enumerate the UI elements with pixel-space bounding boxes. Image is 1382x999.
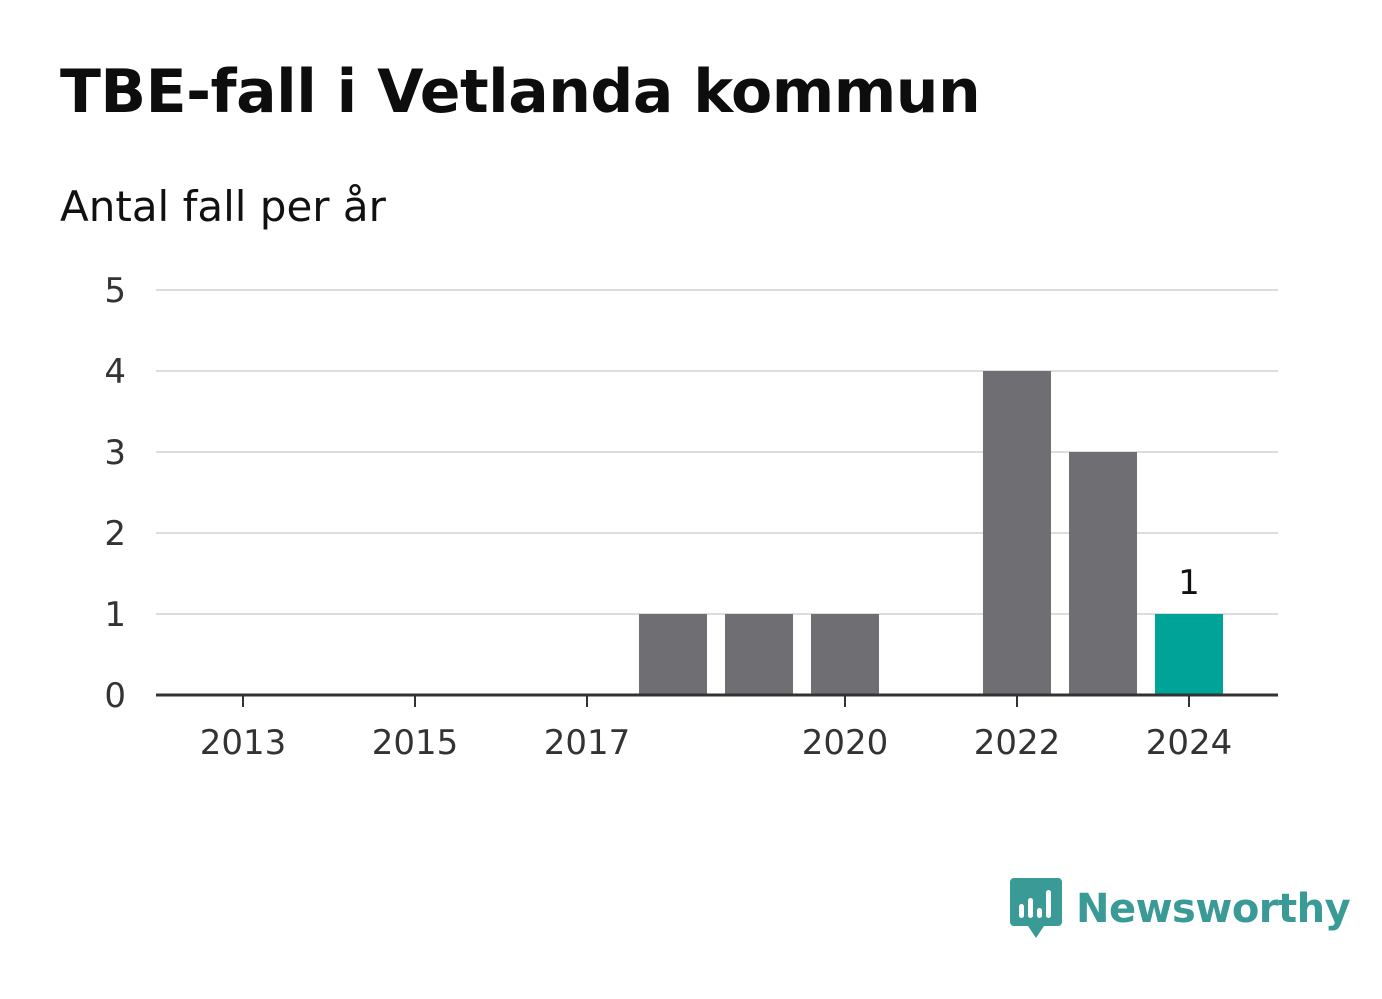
- x-tick-label-2015: 2015: [372, 723, 459, 763]
- data-labels: 1: [1178, 563, 1200, 603]
- newsworthy-logo-text: Newsworthy: [1076, 886, 1351, 932]
- bars: [639, 371, 1223, 695]
- chart-title: TBE-fall i Vetlanda kommun: [60, 57, 981, 127]
- bar-chart: 0 1 2 3 4 5 2013 2015 2017 2020 2022 2024 1: [104, 271, 1278, 763]
- y-tick-label-4: 4: [104, 352, 126, 392]
- bar-2018: [639, 614, 707, 695]
- y-tick-label-3: 3: [104, 433, 126, 473]
- y-axis-tick-labels: 0 1 2 3 4 5: [104, 271, 126, 716]
- x-tick-label-2022: 2022: [974, 723, 1061, 763]
- x-axis-tick-labels: 2013 2015 2017 2020 2022 2024: [200, 723, 1233, 763]
- x-tick-label-2024: 2024: [1146, 723, 1233, 763]
- y-tick-label-2: 2: [104, 514, 126, 554]
- bar-2023: [1069, 452, 1137, 695]
- bar-2022: [983, 371, 1051, 695]
- newsworthy-logo: Newsworthy: [1010, 878, 1351, 940]
- x-tick-label-2013: 2013: [200, 723, 287, 763]
- newsworthy-logo-icon: [1010, 878, 1062, 938]
- y-tick-label-0: 0: [104, 676, 126, 716]
- bar-2019: [725, 614, 793, 695]
- x-tick-label-2017: 2017: [544, 723, 631, 763]
- y-tick-label-5: 5: [104, 271, 126, 311]
- bar-2024: [1155, 614, 1223, 695]
- data-label-2024: 1: [1178, 563, 1200, 603]
- chart-subtitle: Antal fall per år: [60, 182, 386, 231]
- x-axis: [156, 693, 1278, 707]
- bar-2020: [811, 614, 879, 695]
- x-tick-label-2020: 2020: [802, 723, 889, 763]
- y-tick-label-1: 1: [104, 595, 126, 635]
